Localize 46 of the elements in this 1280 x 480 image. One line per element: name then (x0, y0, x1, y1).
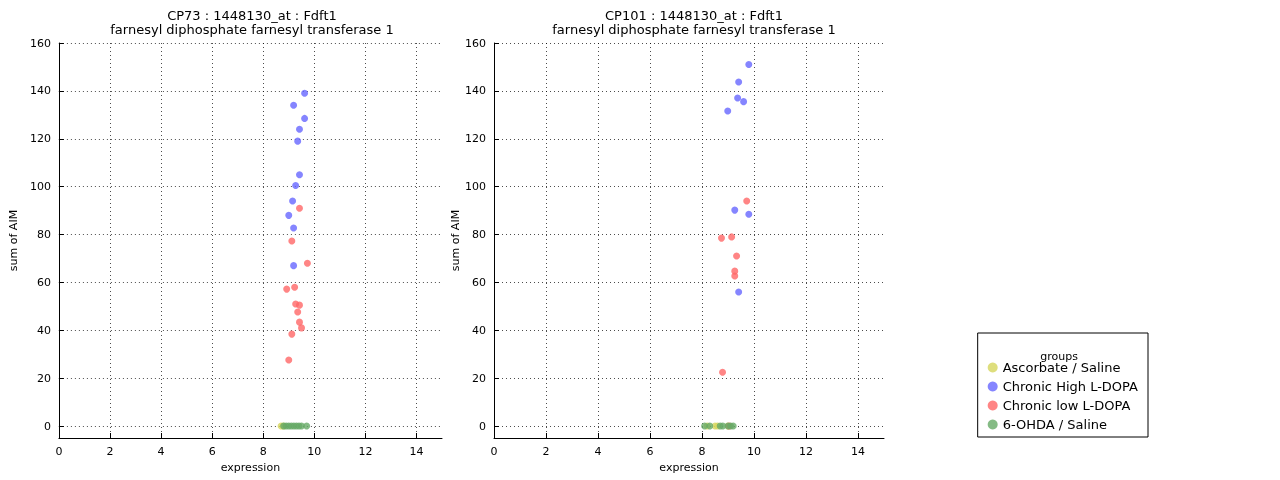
x-tick-label: 12 (799, 445, 813, 458)
y-axis-title: sum of AIM (7, 209, 20, 272)
legend-label: Chronic low L-DOPA (1002, 398, 1131, 413)
y-tick-label: 120 (465, 132, 486, 146)
chart-subtitle: farnesyl diphosphate farnesyl transferase 1 (552, 22, 836, 37)
x-tick-label: 8 (698, 445, 706, 458)
chart-title: CP101 : 1448130_at : Fdft1 (605, 8, 783, 23)
y-tick-label: 40 (36, 323, 51, 337)
y-tick-label: 100 (29, 180, 51, 194)
y-axis-title: sum of AIM (449, 209, 463, 272)
y-tick-label: 160 (465, 36, 486, 50)
y-tick-label: 100 (465, 180, 486, 194)
x-tick-label: 6 (646, 445, 654, 458)
x-tick-label: 4 (594, 445, 602, 458)
y-tick-label: 20 (472, 371, 486, 385)
y-tick-label: 20 (36, 371, 51, 385)
chart-subtitle: farnesyl diphosphate farnesyl transferase 1 (110, 22, 394, 37)
x-tick-label: 6 (208, 445, 216, 458)
x-tick-label: 2 (542, 445, 550, 458)
x-axis-title: expression (220, 460, 281, 474)
y-tick-label: 140 (465, 84, 486, 98)
y-tick-label: 60 (472, 275, 486, 289)
x-tick-label: 12 (358, 445, 373, 458)
y-tick-label: 80 (472, 228, 486, 242)
x-tick-label: 14 (851, 445, 865, 458)
y-tick-label: 160 (29, 36, 51, 50)
y-tick-label: 60 (36, 275, 51, 289)
y-tick-label: 0 (479, 419, 486, 433)
y-tick-label: 0 (43, 419, 51, 433)
x-tick-label: 10 (747, 445, 761, 458)
legend-label: 6-OHDA / Saline (1002, 417, 1108, 432)
y-tick-label: 140 (29, 84, 51, 98)
x-axis-title: expression (659, 460, 719, 474)
x-tick-label: 0 (55, 445, 63, 458)
x-tick-label: 2 (106, 445, 114, 458)
x-tick-label: 4 (157, 445, 165, 458)
legend-label: Chronic High L-DOPA (1002, 379, 1139, 394)
legend-title: groups (1040, 350, 1079, 363)
x-tick-label: 0 (490, 445, 498, 458)
x-tick-label: 10 (307, 445, 322, 458)
y-tick-label: 40 (472, 323, 486, 337)
chart-title: CP73 : 1448130_at : Fdft1 (167, 8, 337, 23)
x-tick-label: 8 (259, 445, 267, 458)
x-tick-label: 14 (409, 445, 424, 458)
y-tick-label: 80 (36, 228, 51, 242)
y-tick-label: 120 (29, 132, 51, 146)
